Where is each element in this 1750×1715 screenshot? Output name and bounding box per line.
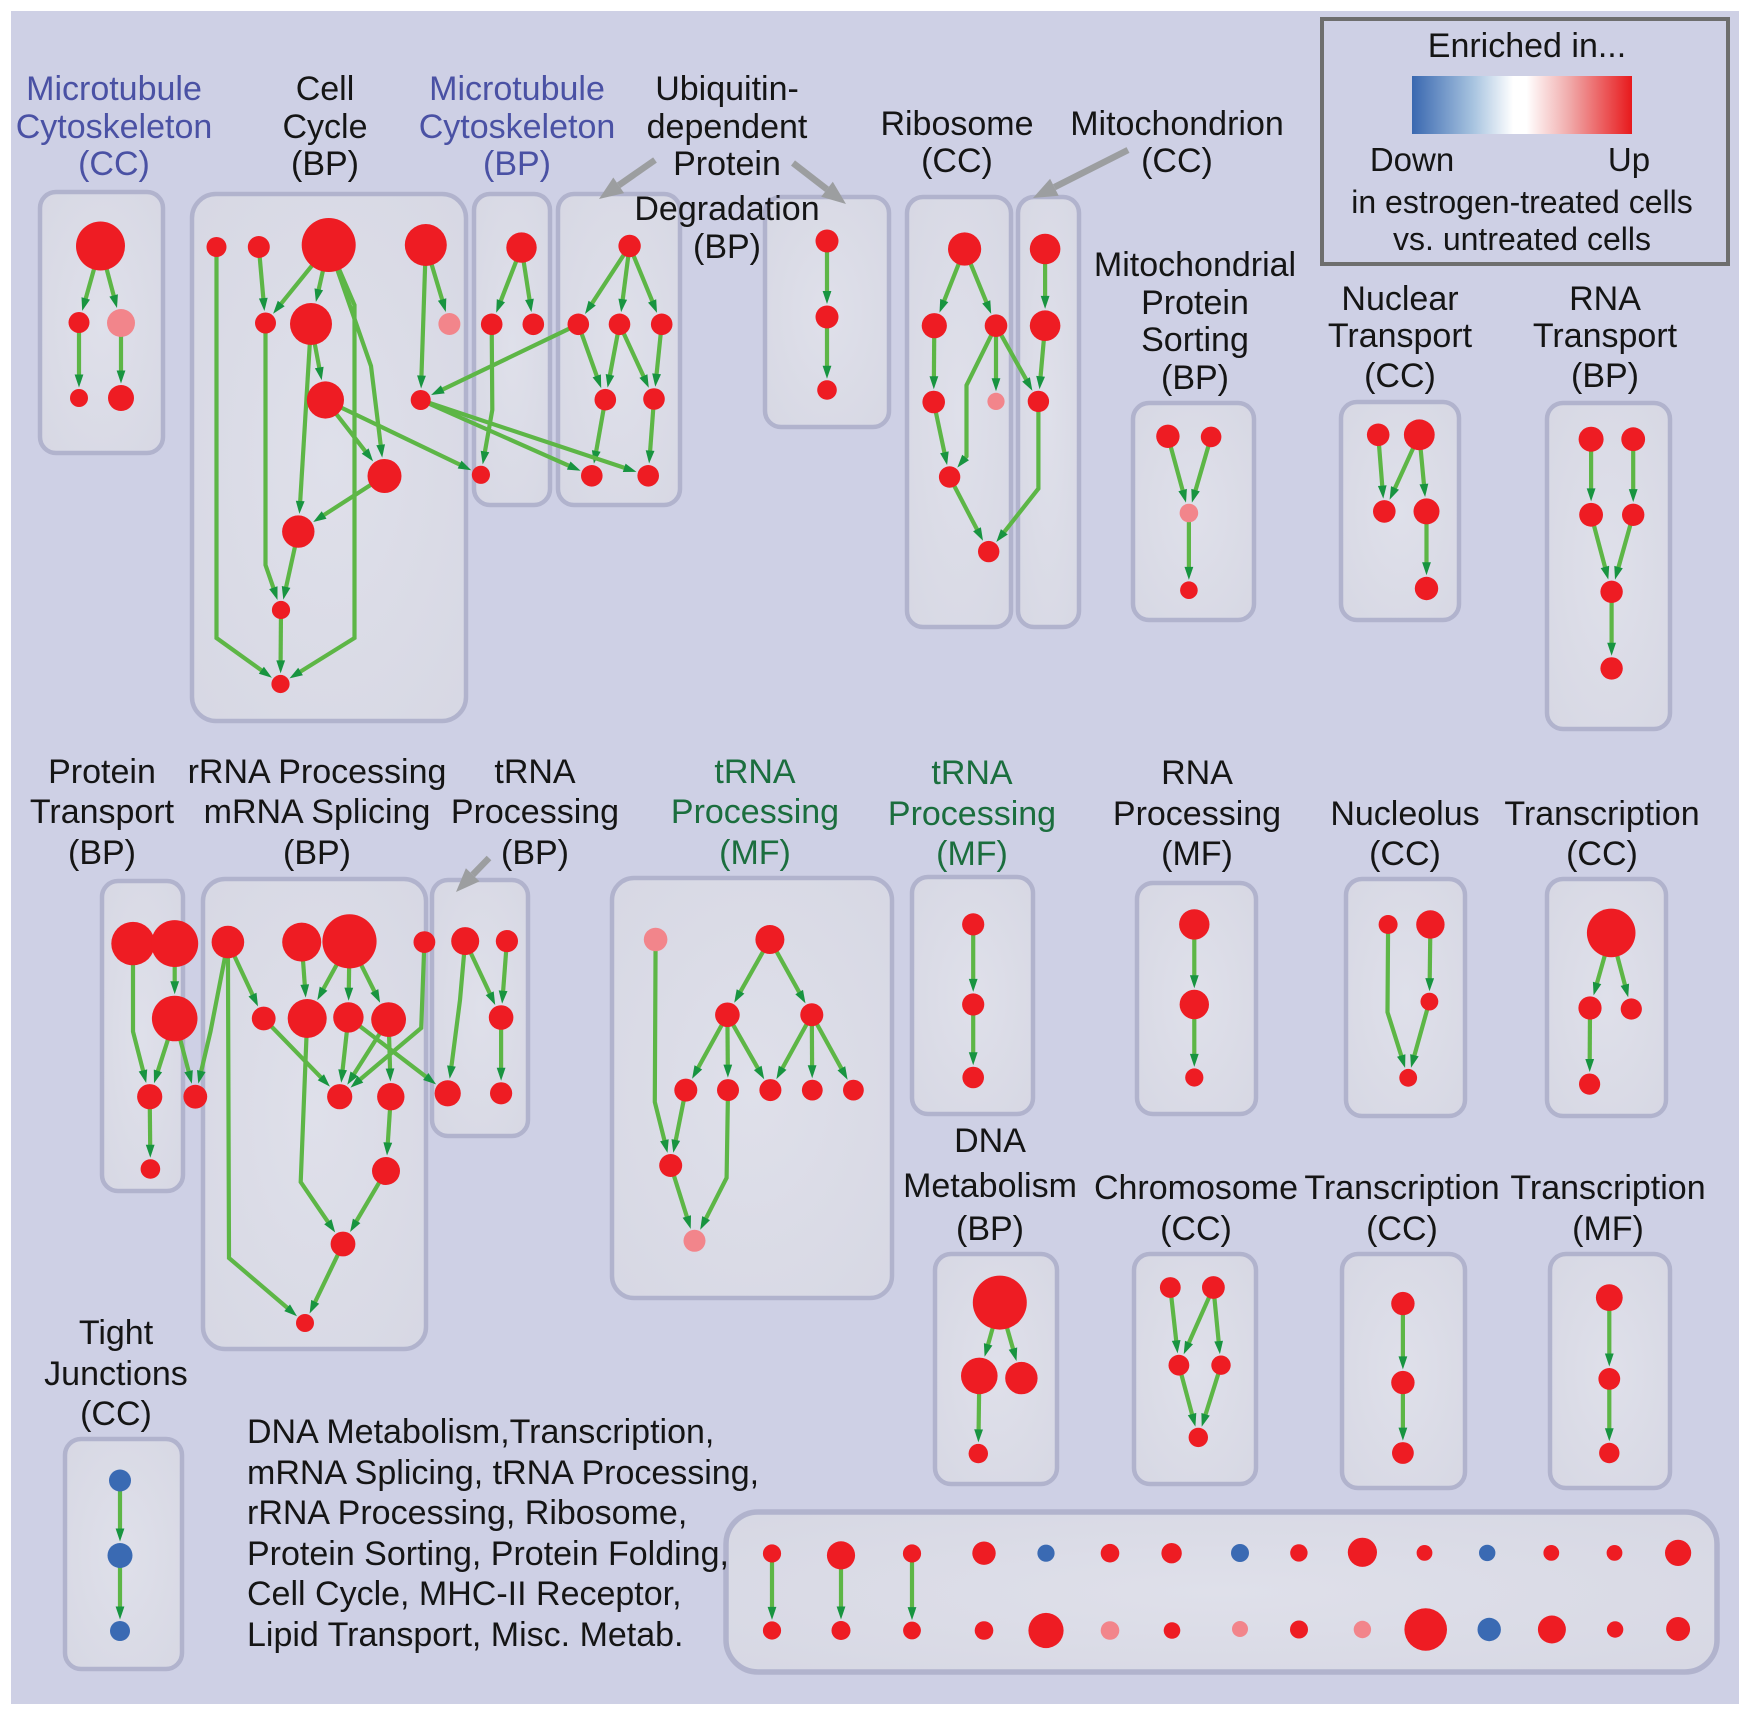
svg-text:(CC): (CC) <box>1364 357 1436 395</box>
svg-text:(CC): (CC) <box>1366 1210 1438 1248</box>
svg-text:(CC): (CC) <box>80 1395 152 1433</box>
svg-text:(MF): (MF) <box>719 834 791 872</box>
svg-text:(MF): (MF) <box>936 835 1008 873</box>
svg-text:Lipid Transport, Misc. Metab.: Lipid Transport, Misc. Metab. <box>247 1616 684 1654</box>
svg-text:(CC): (CC) <box>78 145 150 183</box>
svg-text:(BP): (BP) <box>501 834 569 872</box>
svg-text:Down: Down <box>1370 141 1454 178</box>
svg-text:(BP): (BP) <box>483 145 551 183</box>
svg-text:Cytoskeleton: Cytoskeleton <box>16 108 213 146</box>
svg-text:(CC): (CC) <box>1369 835 1441 873</box>
svg-text:tRNA: tRNA <box>931 754 1013 792</box>
svg-text:Processing: Processing <box>671 793 839 831</box>
svg-text:Protein: Protein <box>673 145 781 183</box>
svg-text:RNA: RNA <box>1161 754 1233 792</box>
svg-text:Ubiquitin-: Ubiquitin- <box>655 70 799 108</box>
svg-text:Processing: Processing <box>888 795 1056 833</box>
svg-text:Transport: Transport <box>1533 317 1678 355</box>
svg-text:Ribosome: Ribosome <box>880 105 1033 143</box>
svg-text:Mitochondrion: Mitochondrion <box>1070 105 1284 143</box>
svg-text:Enriched in...: Enriched in... <box>1428 27 1626 65</box>
svg-text:in estrogen-treated cells: in estrogen-treated cells <box>1351 184 1693 220</box>
svg-text:Microtubule: Microtubule <box>429 70 605 108</box>
svg-text:(BP): (BP) <box>291 145 359 183</box>
svg-text:Tight: Tight <box>79 1314 154 1352</box>
svg-text:Transcription: Transcription <box>1304 1169 1499 1207</box>
svg-text:Up: Up <box>1608 141 1650 178</box>
svg-text:(MF): (MF) <box>1161 835 1233 873</box>
svg-text:Transcription: Transcription <box>1504 795 1699 833</box>
svg-text:(CC): (CC) <box>921 142 993 180</box>
svg-text:Metabolism: Metabolism <box>903 1167 1077 1205</box>
svg-text:Protein Sorting, Protein Foldi: Protein Sorting, Protein Folding, <box>247 1535 729 1573</box>
svg-text:(BP): (BP) <box>1161 359 1229 397</box>
svg-text:rRNA Processing, Ribosome,: rRNA Processing, Ribosome, <box>247 1494 687 1532</box>
svg-text:Transport: Transport <box>1328 317 1473 355</box>
svg-text:(BP): (BP) <box>693 228 761 266</box>
svg-text:mRNA Splicing: mRNA Splicing <box>204 793 431 831</box>
svg-text:Cycle: Cycle <box>282 108 367 146</box>
svg-text:vs. untreated cells: vs. untreated cells <box>1393 221 1651 257</box>
svg-text:Cell Cycle, MHC-II Receptor,: Cell Cycle, MHC-II Receptor, <box>247 1575 682 1613</box>
svg-text:DNA: DNA <box>954 1122 1026 1160</box>
svg-text:(BP): (BP) <box>283 834 351 872</box>
svg-text:(BP): (BP) <box>68 834 136 872</box>
svg-text:Protein: Protein <box>1141 284 1249 322</box>
svg-text:rRNA Processing: rRNA Processing <box>188 753 447 791</box>
svg-text:Mitochondrial: Mitochondrial <box>1094 246 1296 284</box>
svg-text:(CC): (CC) <box>1566 835 1638 873</box>
svg-text:Junctions: Junctions <box>44 1355 188 1393</box>
svg-text:(BP): (BP) <box>1571 357 1639 395</box>
svg-text:dependent: dependent <box>647 108 808 146</box>
svg-text:RNA: RNA <box>1569 280 1641 318</box>
svg-text:DNA Metabolism,Transcription,: DNA Metabolism,Transcription, <box>247 1413 714 1451</box>
svg-text:(MF): (MF) <box>1572 1210 1644 1248</box>
svg-text:tRNA: tRNA <box>714 753 796 791</box>
svg-text:Cytoskeleton: Cytoskeleton <box>419 108 616 146</box>
svg-text:Cell: Cell <box>296 70 355 108</box>
svg-text:Processing: Processing <box>451 793 619 831</box>
svg-text:Processing: Processing <box>1113 795 1281 833</box>
svg-text:Protein: Protein <box>48 753 156 791</box>
svg-text:Nucleolus: Nucleolus <box>1330 795 1479 833</box>
svg-text:(BP): (BP) <box>956 1210 1024 1248</box>
svg-text:Sorting: Sorting <box>1141 321 1249 359</box>
svg-text:Transport: Transport <box>30 793 175 831</box>
svg-text:Microtubule: Microtubule <box>26 70 202 108</box>
svg-text:tRNA: tRNA <box>494 753 576 791</box>
svg-text:(CC): (CC) <box>1160 1210 1232 1248</box>
svg-text:Transcription: Transcription <box>1510 1169 1705 1207</box>
svg-text:Chromosome: Chromosome <box>1094 1169 1298 1207</box>
svg-text:Nuclear: Nuclear <box>1341 280 1458 318</box>
svg-text:Degradation: Degradation <box>634 190 819 228</box>
svg-text:mRNA Splicing, tRNA Processing: mRNA Splicing, tRNA Processing, <box>247 1454 759 1492</box>
svg-text:(CC): (CC) <box>1141 142 1213 180</box>
